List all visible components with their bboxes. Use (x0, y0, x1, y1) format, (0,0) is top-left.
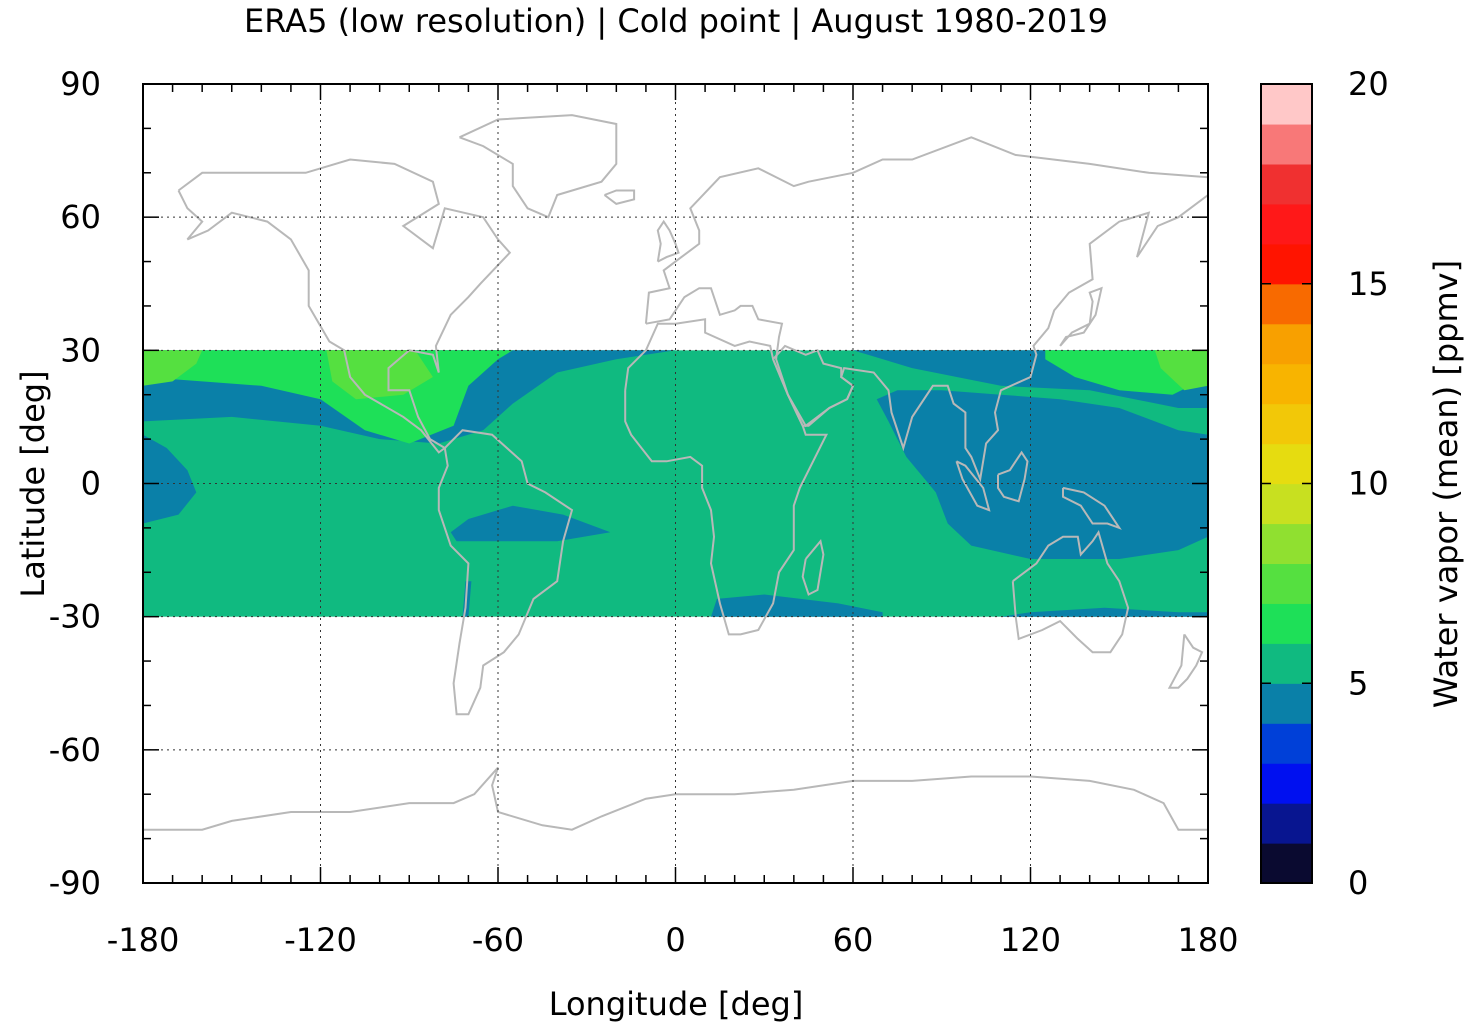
coastlines (143, 114, 1208, 831)
y-axis-label: Latitude [deg] (14, 370, 52, 597)
coast-sumatra (955, 460, 991, 512)
colorbar-swatch (1261, 643, 1312, 684)
colorbar-swatch (1261, 403, 1312, 445)
colorbar-swatch (1261, 803, 1312, 844)
x-tick-label: -180 (107, 921, 180, 959)
y-tick-label: 30 (60, 331, 101, 369)
colorbar-swatch (1261, 443, 1312, 485)
coast-new-zealand (1167, 633, 1204, 689)
field-southern-edge-africa (711, 594, 883, 617)
coast-arabia (772, 344, 855, 427)
colorbar (1261, 84, 1312, 884)
x-tick-label: 0 (665, 921, 685, 959)
y-tick-label: 90 (60, 65, 101, 103)
coast-iceland (603, 189, 636, 205)
colorbar-swatch (1261, 603, 1312, 644)
colorbar-swatch (1261, 363, 1312, 405)
colorbar-swatch (1261, 723, 1312, 764)
colorbar-tick-label: 5 (1348, 664, 1368, 702)
y-tick-label: -90 (49, 864, 101, 902)
colorbar-swatch (1261, 843, 1312, 884)
colorbar-tick-label: 0 (1348, 864, 1368, 902)
y-tick-label: -60 (49, 731, 101, 769)
colorbar-tick-label: 15 (1348, 265, 1389, 303)
colorbar-tick-label: 20 (1348, 65, 1389, 103)
plot-frame (142, 83, 1209, 884)
x-tick-labels: -180 -120 -60 0 60 120 180 (107, 921, 1239, 959)
field-southern-edge-australia (1000, 607, 1208, 617)
colorbar-swatch (1261, 163, 1312, 205)
colorbar-swatch (1261, 323, 1312, 365)
coast-antarctica (143, 766, 1208, 831)
colorbar-swatch (1261, 123, 1312, 165)
coast-eurasia (644, 136, 1208, 483)
coast-australia (1011, 529, 1130, 654)
water-vapor-field (143, 350, 1208, 617)
field-maximum-northeast (1154, 350, 1208, 391)
colorbar-swatch (1261, 283, 1312, 325)
x-tick-label: 120 (1000, 921, 1061, 959)
colorbar-swatch (1261, 763, 1312, 804)
y-tick-label: 0 (81, 465, 101, 503)
y-tick-label: -30 (49, 598, 101, 636)
y-tick-labels: -90 -60 -30 0 30 60 90 (49, 65, 101, 902)
coast-north-america (177, 158, 512, 454)
colorbar-swatch (1261, 563, 1312, 604)
colorbar-swatch (1261, 203, 1312, 245)
coast-greenland (459, 114, 618, 219)
coast-new-guinea (1062, 486, 1122, 530)
coast-british-isles (656, 219, 680, 263)
field-warm-pool-minimum (876, 390, 1208, 559)
colorbar-ticks: 0 5 10 15 20 (1261, 65, 1389, 902)
colorbar-swatch (1261, 523, 1312, 564)
field-south-atlantic-tongue (450, 505, 611, 542)
colorbar-swatch (1261, 84, 1312, 125)
colorbar-swatch (1261, 683, 1312, 724)
coast-madagascar (801, 538, 825, 596)
chart-title: ERA5 (low resolution) | Cold point | Aug… (244, 2, 1108, 40)
field-dateline-minimum (143, 434, 197, 524)
colorbar-swatch (1261, 243, 1312, 285)
coast-borneo (997, 450, 1029, 503)
coast-japan (1059, 286, 1103, 347)
coast-africa (624, 318, 829, 636)
x-tick-label: -120 (284, 921, 357, 959)
field-maximum-north-america (326, 350, 433, 400)
field-maximum-northwest (143, 350, 203, 386)
x-axis-label: Longitude [deg] (549, 985, 804, 1023)
grid-lines (143, 84, 1208, 883)
colorbar-tick-label: 10 (1348, 465, 1389, 503)
colorbar-label: Water vapor (mean) [ppmv] (1427, 260, 1465, 708)
colorbar-swatch (1261, 483, 1312, 525)
y-tick-label: 60 (60, 198, 101, 236)
x-tick-label: -60 (472, 921, 524, 959)
x-tick-label: 60 (833, 921, 874, 959)
x-tick-label: 180 (1177, 921, 1238, 959)
